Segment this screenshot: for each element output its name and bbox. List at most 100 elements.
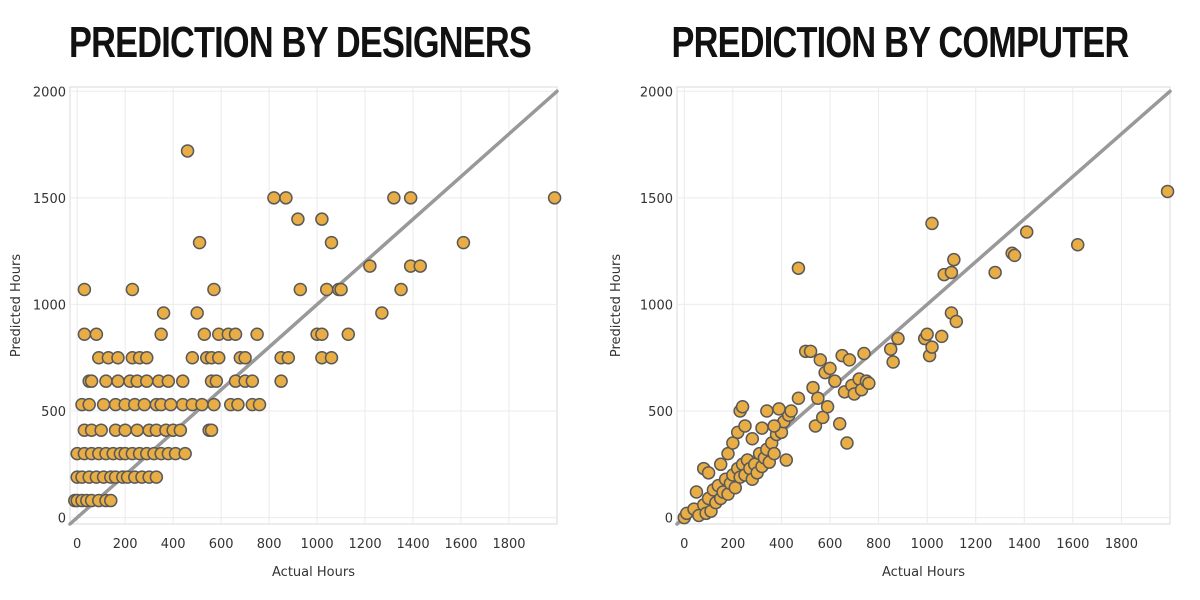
data-point	[130, 423, 144, 437]
chart-title: PREDICTION BY DESIGNERS	[68, 18, 532, 67]
data-point	[319, 282, 334, 297]
data-point	[82, 397, 96, 412]
y-tick-label: 0	[665, 512, 673, 527]
x-tick-label: 200	[720, 537, 745, 552]
data-point	[111, 350, 125, 365]
data-point	[791, 391, 806, 405]
data-point	[767, 419, 781, 433]
y-tick-label: 500	[648, 405, 673, 420]
data-point	[228, 327, 243, 342]
data-point	[988, 265, 1002, 280]
data-point	[149, 470, 164, 484]
data-point	[925, 340, 939, 354]
data-point	[209, 374, 224, 388]
data-point	[394, 282, 408, 297]
data-point	[363, 259, 377, 273]
data-point	[891, 331, 905, 346]
data-point	[811, 391, 825, 405]
computer-chart-panel: PREDICTION BY COMPUTER 0 200 400 600 800 1000…	[600, 0, 1200, 600]
data-point	[279, 191, 293, 205]
data-point	[231, 397, 245, 412]
x-tick-label: 1200	[349, 537, 382, 552]
data-point	[324, 350, 339, 365]
data-point	[137, 397, 152, 412]
y-tick-label: 500	[41, 405, 66, 420]
data-point	[1160, 184, 1175, 199]
data-point	[925, 216, 939, 231]
data-point	[291, 212, 305, 226]
data-point	[920, 327, 934, 342]
data-point	[701, 466, 716, 480]
data-point	[99, 374, 113, 388]
data-point	[281, 350, 296, 365]
x-tick-label: 600	[818, 537, 843, 552]
computer-scatter-plot: 0 200 400 600 800 1000 1200 1400 1600 1800 0 500 100…	[609, 85, 1175, 580]
data-point	[1019, 225, 1034, 239]
x-axis-label: Actual Hours	[882, 565, 965, 580]
data-point	[341, 327, 356, 342]
data-point	[207, 282, 221, 297]
data-point	[185, 350, 200, 365]
data-point	[178, 446, 192, 461]
data-point	[840, 436, 854, 450]
y-axis-label: Predicted Hours	[9, 254, 24, 357]
data-point	[949, 314, 964, 329]
data-point	[1070, 237, 1085, 252]
data-point	[755, 421, 769, 435]
data-point	[77, 282, 92, 297]
data-point	[274, 374, 288, 388]
data-point	[211, 350, 226, 365]
data-point	[934, 329, 949, 344]
x-tick-label: 0	[680, 537, 688, 552]
data-point	[315, 212, 329, 226]
x-tick-label: 1600	[444, 537, 477, 552]
data-point	[195, 397, 209, 412]
x-tick-label: 1400	[397, 537, 430, 552]
data-point	[140, 350, 154, 365]
data-point	[779, 453, 794, 467]
data-point	[828, 374, 842, 388]
data-point	[267, 191, 281, 205]
data-point	[944, 265, 959, 280]
data-point	[315, 327, 329, 342]
data-point	[180, 144, 195, 158]
data-point	[252, 397, 267, 412]
data-point	[125, 282, 140, 297]
data-point	[842, 353, 857, 367]
data-point	[245, 374, 260, 388]
x-tick-label: 600	[209, 537, 234, 552]
x-tick-label: 800	[866, 537, 891, 552]
data-point	[164, 397, 178, 412]
data-point	[767, 446, 781, 461]
data-point	[883, 342, 898, 356]
data-point	[324, 235, 339, 250]
data-point	[862, 376, 876, 391]
data-point	[334, 282, 348, 297]
data-point	[161, 374, 176, 388]
x-tick-label: 1400	[1008, 537, 1041, 552]
x-axis-label: Actual Hours	[272, 565, 355, 580]
data-point	[190, 306, 204, 320]
designers-scatter-plot: 0 200 400 600 800 1000 1200 1400 1600 1800 0 500 100…	[9, 85, 562, 580]
data-point	[857, 346, 871, 361]
data-point	[77, 327, 92, 342]
data-point	[197, 327, 212, 342]
data-point	[413, 259, 428, 273]
data-point	[89, 327, 104, 342]
data-point	[1007, 248, 1022, 263]
data-point	[745, 431, 760, 446]
data-point	[94, 423, 108, 437]
x-tick-label: 1800	[1105, 537, 1138, 552]
x-tick-label: 1800	[492, 537, 525, 552]
x-tick-label: 1000	[911, 537, 944, 552]
data-point	[456, 235, 471, 250]
data-point	[84, 374, 99, 388]
data-point	[156, 306, 171, 320]
y-tick-label: 2000	[33, 85, 66, 100]
data-point	[250, 327, 264, 342]
data-point	[791, 261, 806, 275]
data-point	[689, 485, 704, 499]
data-point	[738, 419, 752, 433]
data-point	[803, 344, 818, 359]
data-point	[375, 306, 389, 320]
